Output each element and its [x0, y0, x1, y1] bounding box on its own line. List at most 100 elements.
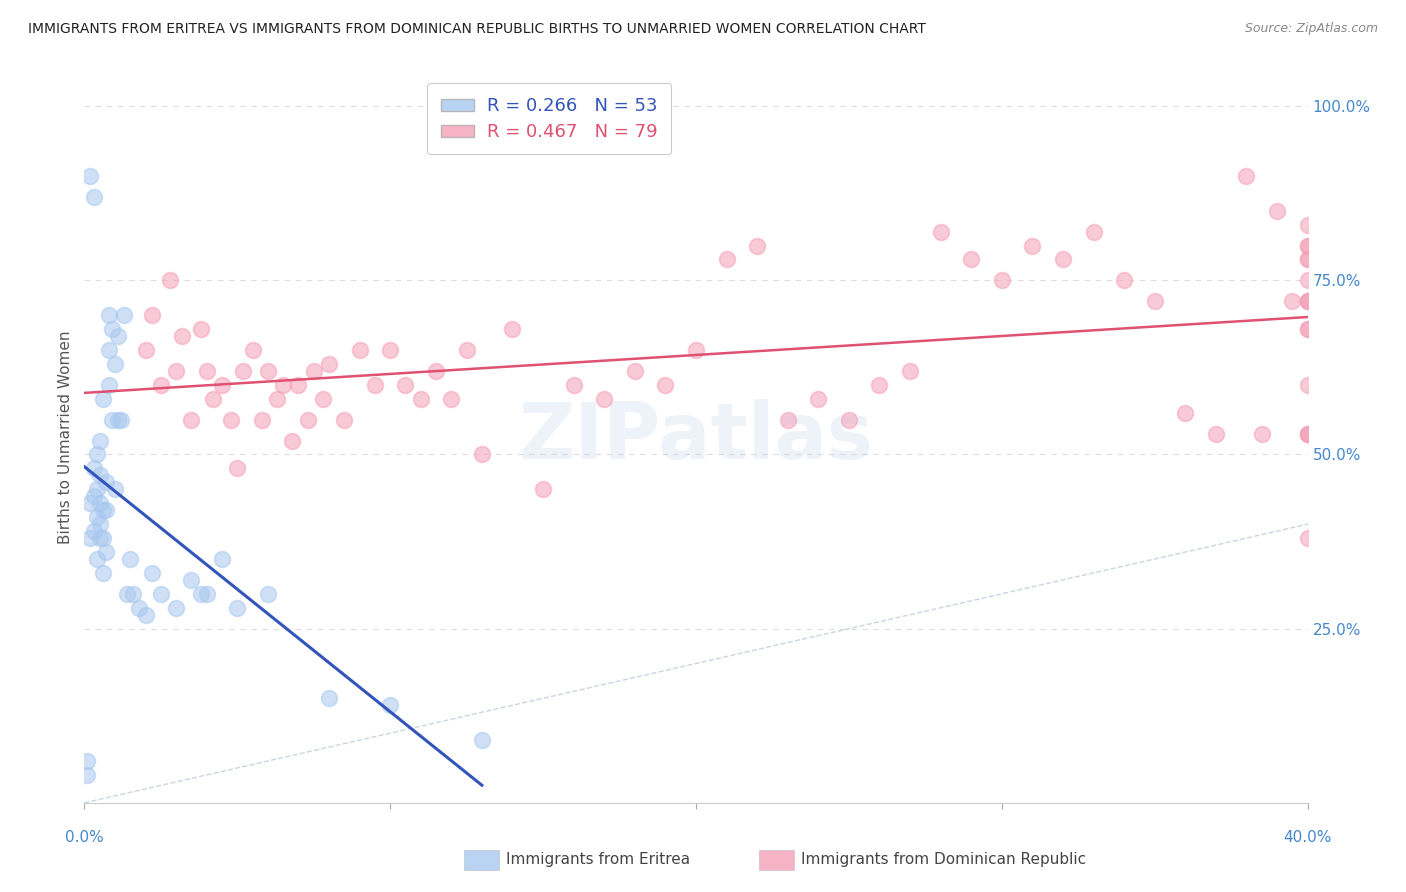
Point	[747, 238, 769, 252]
Point	[440, 392, 463, 406]
Y-axis label: Births to Unmarried Women: Births to Unmarried Women	[58, 330, 73, 544]
Point	[89, 517, 111, 532]
Point	[107, 329, 129, 343]
Point	[89, 434, 111, 448]
Point	[159, 273, 181, 287]
Point	[76, 754, 98, 768]
Text: ZIPatlas: ZIPatlas	[519, 399, 873, 475]
Point	[312, 392, 335, 406]
Point	[76, 768, 98, 782]
Point	[380, 698, 402, 713]
Point	[991, 273, 1014, 287]
Point	[1296, 377, 1319, 392]
Point	[1296, 294, 1319, 309]
Point	[266, 392, 288, 406]
Point	[195, 364, 218, 378]
Point	[297, 412, 319, 426]
Point	[83, 190, 105, 204]
Point	[180, 412, 202, 426]
Point	[380, 343, 402, 357]
Point	[349, 343, 371, 357]
Point	[364, 377, 387, 392]
Point	[242, 343, 264, 357]
Point	[115, 587, 138, 601]
Point	[471, 448, 494, 462]
Point	[135, 607, 157, 622]
Point	[1296, 426, 1319, 441]
Point	[190, 587, 212, 601]
Point	[929, 225, 952, 239]
Point	[226, 600, 249, 615]
Point	[593, 392, 616, 406]
Point	[89, 531, 111, 545]
Point	[86, 448, 108, 462]
Point	[685, 343, 707, 357]
Point	[97, 308, 120, 322]
Point	[838, 412, 860, 426]
Text: Immigrants from Dominican Republic: Immigrants from Dominican Republic	[801, 853, 1087, 867]
Point	[1205, 426, 1227, 441]
Point	[232, 364, 254, 378]
Point	[1296, 252, 1319, 267]
Point	[1296, 531, 1319, 545]
Point	[165, 364, 187, 378]
Point	[502, 322, 524, 336]
Point	[190, 322, 212, 336]
Point	[1296, 238, 1319, 252]
Point	[104, 357, 127, 371]
Point	[83, 489, 105, 503]
Point	[1250, 426, 1272, 441]
Point	[1296, 218, 1319, 232]
Point	[195, 587, 218, 601]
Point	[101, 322, 124, 336]
Point	[394, 377, 416, 392]
Point	[456, 343, 478, 357]
Point	[79, 496, 101, 510]
Point	[1143, 294, 1166, 309]
Point	[318, 357, 340, 371]
Point	[1052, 252, 1074, 267]
Text: IMMIGRANTS FROM ERITREA VS IMMIGRANTS FROM DOMINICAN REPUBLIC BIRTHS TO UNMARRIE: IMMIGRANTS FROM ERITREA VS IMMIGRANTS FR…	[28, 22, 927, 37]
Point	[165, 600, 187, 615]
Point	[287, 377, 309, 392]
Point	[716, 252, 738, 267]
Point	[250, 412, 273, 426]
Point	[1296, 322, 1319, 336]
Point	[807, 392, 830, 406]
Point	[86, 483, 108, 497]
Point	[135, 343, 157, 357]
Point	[425, 364, 447, 378]
Point	[110, 412, 132, 426]
Point	[960, 252, 983, 267]
Point	[654, 377, 676, 392]
Point	[91, 503, 114, 517]
Point	[94, 475, 117, 490]
Point	[172, 329, 194, 343]
Point	[318, 691, 340, 706]
Text: 0.0%: 0.0%	[65, 830, 104, 845]
Point	[128, 600, 150, 615]
Point	[91, 566, 114, 580]
Point	[281, 434, 304, 448]
Point	[1296, 238, 1319, 252]
Point	[86, 510, 108, 524]
Point	[1021, 238, 1043, 252]
Point	[97, 377, 120, 392]
Point	[898, 364, 921, 378]
Point	[89, 496, 111, 510]
Point	[141, 308, 163, 322]
Point	[1265, 203, 1288, 218]
Point	[869, 377, 891, 392]
Point	[1296, 294, 1319, 309]
Text: Immigrants from Eritrea: Immigrants from Eritrea	[506, 853, 690, 867]
Point	[79, 169, 101, 183]
Point	[122, 587, 145, 601]
Point	[409, 392, 432, 406]
Legend: R = 0.266   N = 53, R = 0.467   N = 79: R = 0.266 N = 53, R = 0.467 N = 79	[427, 83, 671, 154]
Point	[83, 524, 105, 538]
Point	[624, 364, 647, 378]
Point	[271, 377, 294, 392]
Point	[91, 392, 114, 406]
Point	[107, 412, 129, 426]
Point	[89, 468, 111, 483]
